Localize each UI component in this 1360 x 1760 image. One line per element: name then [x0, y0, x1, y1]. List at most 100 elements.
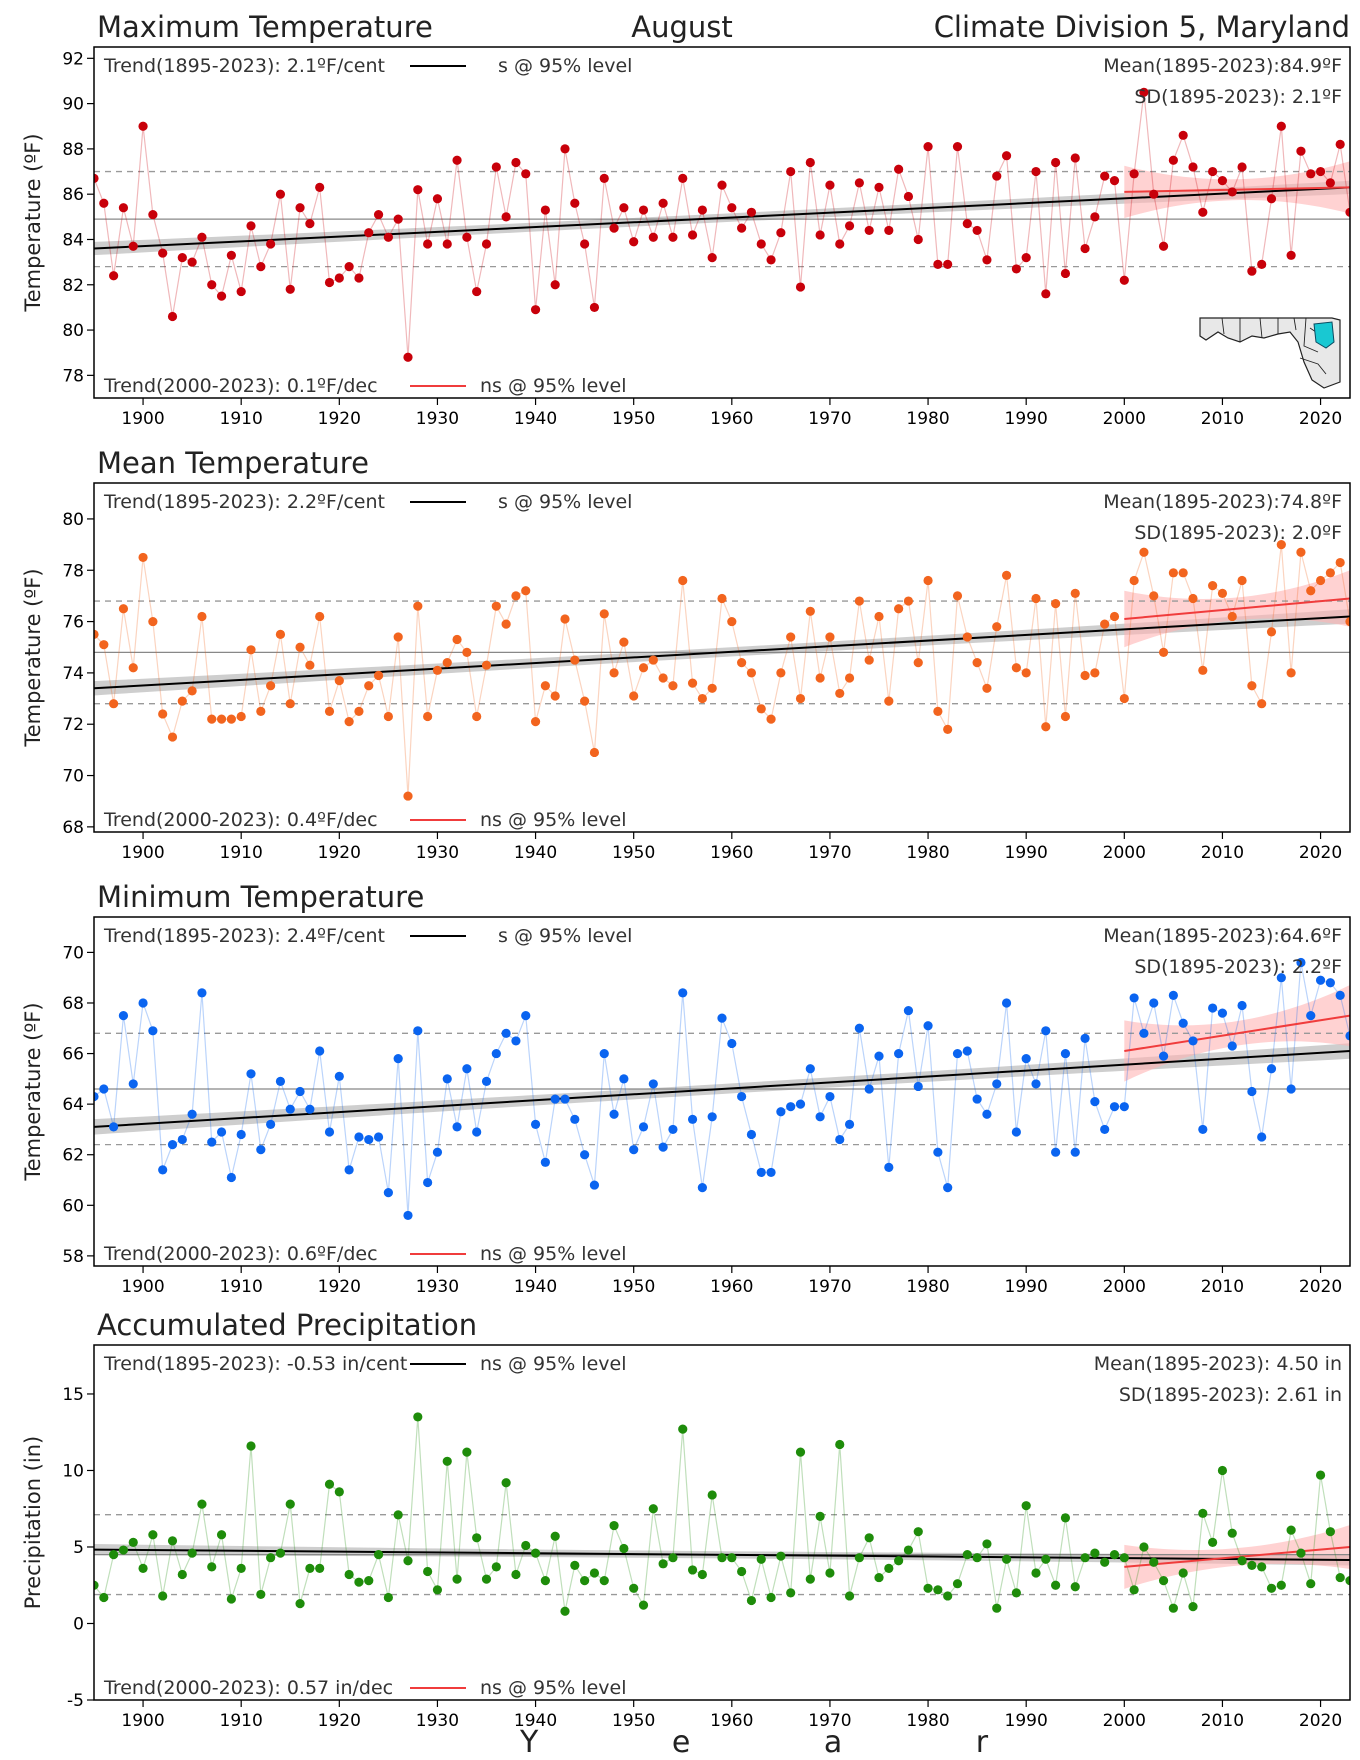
data-point [364, 228, 374, 238]
x-tick-label: 1940 [514, 1277, 557, 1297]
data-point [1315, 975, 1326, 985]
y-tick-label: 72 [62, 715, 84, 735]
data-point [844, 673, 855, 683]
data-point [275, 1548, 286, 1558]
data-point [521, 586, 531, 596]
data-point [364, 681, 374, 691]
trend-long-text: Trend(1895-2023): -0.53 in/cent [103, 1353, 407, 1375]
data-point [894, 1048, 904, 1059]
data-point [1051, 157, 1061, 168]
data-point [246, 645, 256, 655]
data-point [589, 1180, 600, 1190]
data-point [1345, 207, 1350, 217]
data-point [1198, 1508, 1208, 1518]
data-point [687, 230, 698, 240]
data-point [413, 1026, 423, 1036]
data-point [786, 632, 796, 642]
data-point [128, 1537, 138, 1547]
data-point [933, 1585, 943, 1595]
x-tick-label: 2000 [1103, 843, 1146, 863]
data-point [1325, 568, 1335, 578]
chart-title-tmin: Minimum Temperature [97, 880, 424, 914]
data-point [393, 214, 403, 224]
data-point [972, 225, 982, 236]
data-point [167, 1140, 178, 1150]
data-point [1178, 1568, 1188, 1578]
chart-title-tmax: Maximum Temperature [97, 10, 433, 44]
data-point [187, 257, 197, 267]
data-point [746, 668, 757, 678]
data-point [275, 189, 286, 199]
chart-panel-tmax: 78 80 82 84 86 88 90 92 1900 1910 1920 1930 1940 1950… [21, 46, 1351, 429]
data-point [903, 1545, 914, 1555]
x-tick-label: 1990 [1005, 1711, 1048, 1731]
data-point [570, 1560, 580, 1570]
data-point [334, 1487, 344, 1497]
trend-line-recent [1124, 186, 1350, 193]
x-axis-label: Y e a r [519, 1725, 1050, 1760]
data-point [344, 1165, 354, 1175]
data-point [1139, 1542, 1149, 1552]
data-point [315, 611, 325, 622]
data-point [423, 1177, 433, 1188]
data-point [766, 255, 776, 265]
data-point [305, 1563, 315, 1574]
y-tick-label: 80 [62, 321, 84, 341]
data-point [717, 1553, 727, 1563]
data-point [1001, 151, 1012, 161]
data-point [943, 1591, 953, 1601]
data-point [236, 1563, 246, 1574]
mean-text: Mean(1895-2023):64.6ºF [1103, 925, 1342, 947]
x-tick-label: 1970 [808, 409, 851, 429]
data-point [393, 632, 403, 642]
data-point [707, 253, 717, 263]
data-point [1100, 1557, 1110, 1567]
data-point [285, 1499, 295, 1509]
data-point [835, 1134, 845, 1145]
data-point [403, 1556, 413, 1566]
data-point [982, 1539, 992, 1549]
data-point [491, 601, 501, 611]
data-point [766, 714, 776, 724]
data-point [246, 221, 256, 231]
data-point [844, 1119, 855, 1129]
data-point [658, 1559, 668, 1569]
data-point [727, 1553, 737, 1563]
data-point [1021, 1054, 1031, 1064]
data-point [550, 280, 560, 290]
x-tick-label: 1900 [121, 1277, 164, 1297]
data-point [1247, 266, 1257, 276]
data-point [158, 248, 168, 258]
data-point [786, 1102, 796, 1112]
data-point [295, 1598, 305, 1609]
data-point [285, 1104, 295, 1114]
data-point [756, 1167, 766, 1178]
data-point [1100, 619, 1110, 629]
data-point [1188, 1036, 1198, 1046]
data-point [570, 198, 580, 208]
data-point [1158, 647, 1169, 657]
data-point [1237, 1000, 1247, 1011]
data-point [746, 207, 757, 217]
data-point [1021, 253, 1031, 263]
data-point [1119, 1102, 1129, 1112]
y-tick-label: 10 [62, 1461, 84, 1481]
data-point [894, 1556, 904, 1566]
data-point [1208, 1537, 1218, 1547]
data-point [373, 1132, 384, 1142]
data-point [805, 606, 815, 616]
data-point [530, 305, 541, 315]
data-point [1021, 668, 1031, 678]
data-point [903, 191, 914, 202]
data-point [1080, 670, 1090, 681]
data-point [266, 1119, 276, 1129]
data-point [1031, 166, 1041, 177]
trend-long-text: Trend(1895-2023): 2.2ºF/cent [103, 491, 385, 513]
x-tick-label: 1980 [906, 409, 949, 429]
data-point [158, 709, 168, 719]
data-point [491, 1048, 501, 1059]
y-tick-label: 92 [62, 49, 84, 69]
data-point [207, 280, 217, 290]
data-point [1227, 1528, 1237, 1538]
data-point [1060, 711, 1071, 722]
